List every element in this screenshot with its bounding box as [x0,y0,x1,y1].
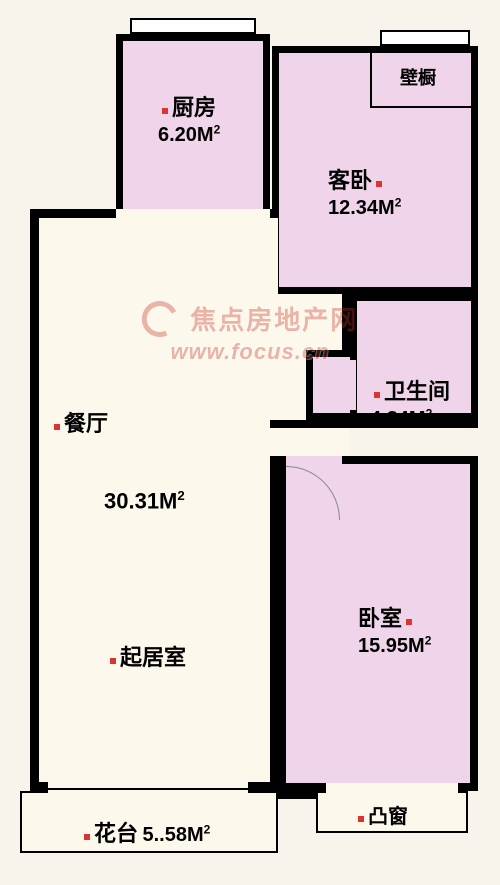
baywindow-name: 凸窗 [368,806,408,828]
living-name: 起居室 [120,645,186,670]
living-area-label: 30.31M2 [104,488,185,514]
closet-window [380,30,470,46]
living-top-gap-kitchen [116,209,270,218]
dining-label: 餐厅 [50,406,108,438]
kitchen-area: 6.20M [158,124,214,146]
dot-icon [84,834,90,840]
dining-name: 餐厅 [64,411,108,436]
baywindow-label: 凸窗 [354,800,408,829]
bath-name: 卫生间 [384,379,450,404]
corridor-bottom-wall [270,420,358,428]
balcony-name: 花台 [94,821,138,846]
dot-icon [358,816,364,822]
bath-door-gap [344,360,356,410]
guestbed-door-gap [279,232,286,287]
floorplan-container: 厨房 6.20M2 壁橱 客卧 12.34M2 餐厅 30.31M2 起居室 卫… [0,0,500,885]
balcony-area: 5..58M [142,824,203,846]
bottom-ledge [278,791,316,799]
bedroom-area: 15.95M [358,635,425,657]
guestbed-label: 客卧 12.34M2 [328,163,401,220]
balcony-rail [48,788,248,790]
balcony-label: 花台 5..58M2 [80,816,210,848]
living-label: 起居室 [106,640,186,672]
closet-wall-h [370,106,478,108]
closet-label: 壁橱 [400,64,436,90]
dot-icon [54,424,60,430]
living-area: 30.31M [104,488,177,513]
baywindow-opening [326,783,458,793]
living-bedroom-wall [270,456,286,791]
closet-wall-v [370,46,372,106]
bedroom-label: 卧室 15.95M2 [358,601,431,658]
bath-bottom-wall [350,420,478,428]
dot-icon [374,392,380,398]
dot-icon [376,181,382,187]
kitchen-label: 厨房 6.20M2 [158,90,220,147]
bedroom-name: 卧室 [358,606,402,631]
bedroom-door-gap [286,456,342,464]
kitchen-window [130,18,256,34]
kitchen-name: 厨房 [172,95,216,120]
dot-icon [110,658,116,664]
corridor-right-wall [342,294,350,350]
dot-icon [406,619,412,625]
dot-icon [162,108,168,114]
guestbed-name: 客卧 [328,168,372,193]
guestbed-area: 12.34M [328,197,395,219]
